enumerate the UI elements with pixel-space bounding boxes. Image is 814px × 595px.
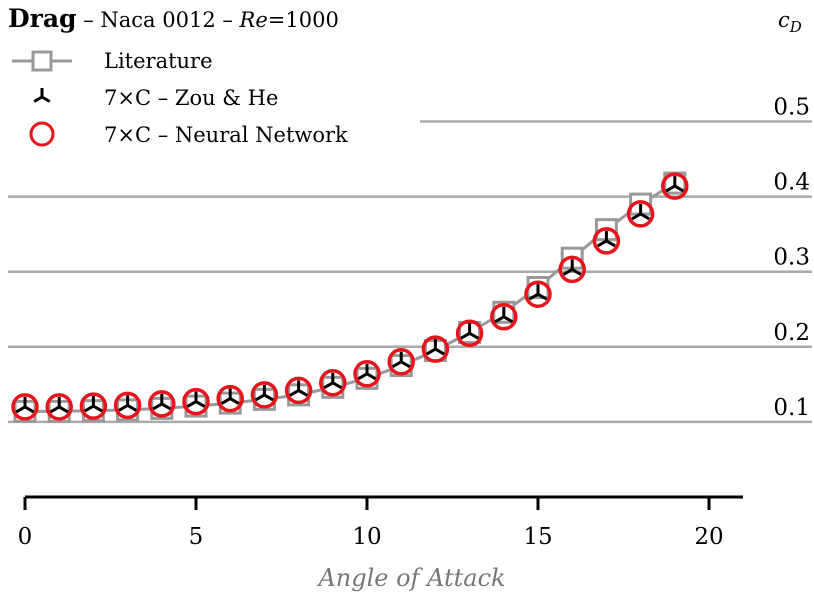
zou-he-point (15, 396, 35, 414)
chart-title: Drag – Naca 0012 – Re=1000 (8, 4, 339, 33)
neural-network-point (113, 391, 142, 420)
zou-he-point (49, 396, 69, 414)
zou-he-point (596, 230, 616, 248)
y-tick-label: 0.3 (773, 245, 810, 271)
zou-he-point (220, 388, 240, 405)
x-tick-label: 15 (523, 524, 552, 550)
legend-literature-marker (31, 50, 53, 72)
y-tick-label: 0.2 (773, 320, 810, 346)
x-axis (23, 495, 743, 510)
neural-network-point (319, 369, 347, 397)
x-tick-label: 0 (18, 524, 33, 550)
neural-network-point (490, 303, 518, 331)
zou-he-point (494, 306, 514, 324)
zou-he-point (323, 372, 343, 390)
zou-he-point (118, 395, 138, 412)
neural-network-point (524, 280, 552, 308)
y-tick-label: 0.4 (773, 170, 810, 196)
legend-item-zou-he: 7×C – Zou & He (33, 86, 278, 110)
y-tick-label: 0.5 (773, 95, 810, 121)
zou-he-point (152, 393, 172, 411)
x-tick-labels: 0 5 10 15 20 (18, 524, 724, 550)
neural-network-point (79, 392, 108, 420)
neural-network-point (455, 319, 484, 348)
title-prefix: – Naca 0012 – (77, 8, 240, 32)
title-bold: Drag (8, 4, 77, 33)
y-tick-label: 0.1 (773, 395, 810, 421)
zou-he-point (357, 363, 377, 381)
neural-network-point (421, 335, 450, 363)
title-re-symbol: Re (239, 8, 268, 32)
neural-network-point (182, 387, 210, 416)
legend-item-literature: Literature (12, 49, 213, 73)
neural-network-point (626, 200, 655, 228)
legend-zou-he-label: 7×C – Zou & He (104, 86, 278, 110)
neural-network-point (216, 384, 244, 413)
legend-nn-marker (29, 121, 55, 147)
zou-he-point (391, 351, 411, 369)
neural-network-point (592, 227, 621, 255)
y-axis-label: cD (778, 8, 802, 36)
literature-line (25, 181, 676, 413)
zou-he-point (254, 384, 274, 402)
legend-nn-label: 7×C – Neural Network (104, 123, 348, 147)
x-tick-label: 10 (352, 524, 381, 550)
legend-item-neural-network: 7×C – Neural Network (29, 121, 348, 147)
x-tick-label: 5 (189, 524, 204, 550)
neural-network-point (45, 393, 73, 421)
zou-he-point (665, 176, 685, 193)
x-axis-label: Angle of Attack (316, 564, 505, 592)
neural-network-point (250, 381, 279, 409)
zou-he-point (562, 259, 582, 276)
neural-network-point (661, 172, 689, 200)
series-neural-network (11, 172, 689, 421)
neural-network-point (11, 393, 39, 421)
neural-network-point (284, 376, 313, 405)
neural-network-point (353, 360, 381, 388)
x-tick-label: 20 (694, 524, 723, 550)
zou-he-point (528, 284, 548, 301)
zou-he-point (186, 391, 206, 408)
legend-literature-label: Literature (104, 49, 213, 73)
legend: Literature 7×C – Zou & He 7×C – Neural N… (0, 38, 420, 158)
y-tick-labels: 0.1 0.2 0.3 0.4 0.5 (773, 95, 810, 421)
y-axis-label-main: c (778, 8, 790, 32)
zou-he-point (289, 380, 309, 397)
neural-network-point (387, 348, 415, 376)
zou-he-point (83, 396, 103, 413)
neural-network-point (148, 390, 176, 418)
legend-background (0, 38, 420, 158)
zou-he-point (460, 323, 480, 340)
y-axis-label-sub: D (789, 18, 802, 36)
neural-network-point (558, 255, 586, 284)
zou-he-point (631, 203, 651, 221)
legend-zou-he-marker (33, 88, 51, 103)
series-literature (13, 171, 687, 423)
zou-he-point (425, 339, 445, 356)
title-re-value: =1000 (268, 8, 339, 32)
series-zou-he (15, 176, 685, 414)
